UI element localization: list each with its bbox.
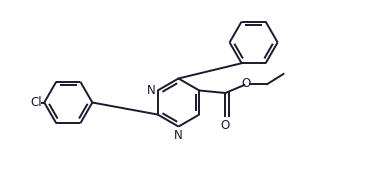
Text: Cl: Cl (30, 96, 42, 109)
Text: O: O (221, 119, 230, 132)
Text: O: O (242, 78, 251, 90)
Text: N: N (146, 84, 155, 97)
Text: N: N (174, 129, 183, 142)
